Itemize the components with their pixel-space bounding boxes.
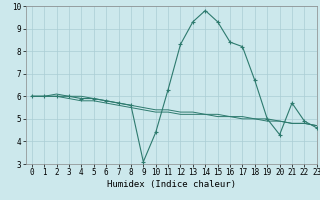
X-axis label: Humidex (Indice chaleur): Humidex (Indice chaleur): [107, 180, 236, 189]
